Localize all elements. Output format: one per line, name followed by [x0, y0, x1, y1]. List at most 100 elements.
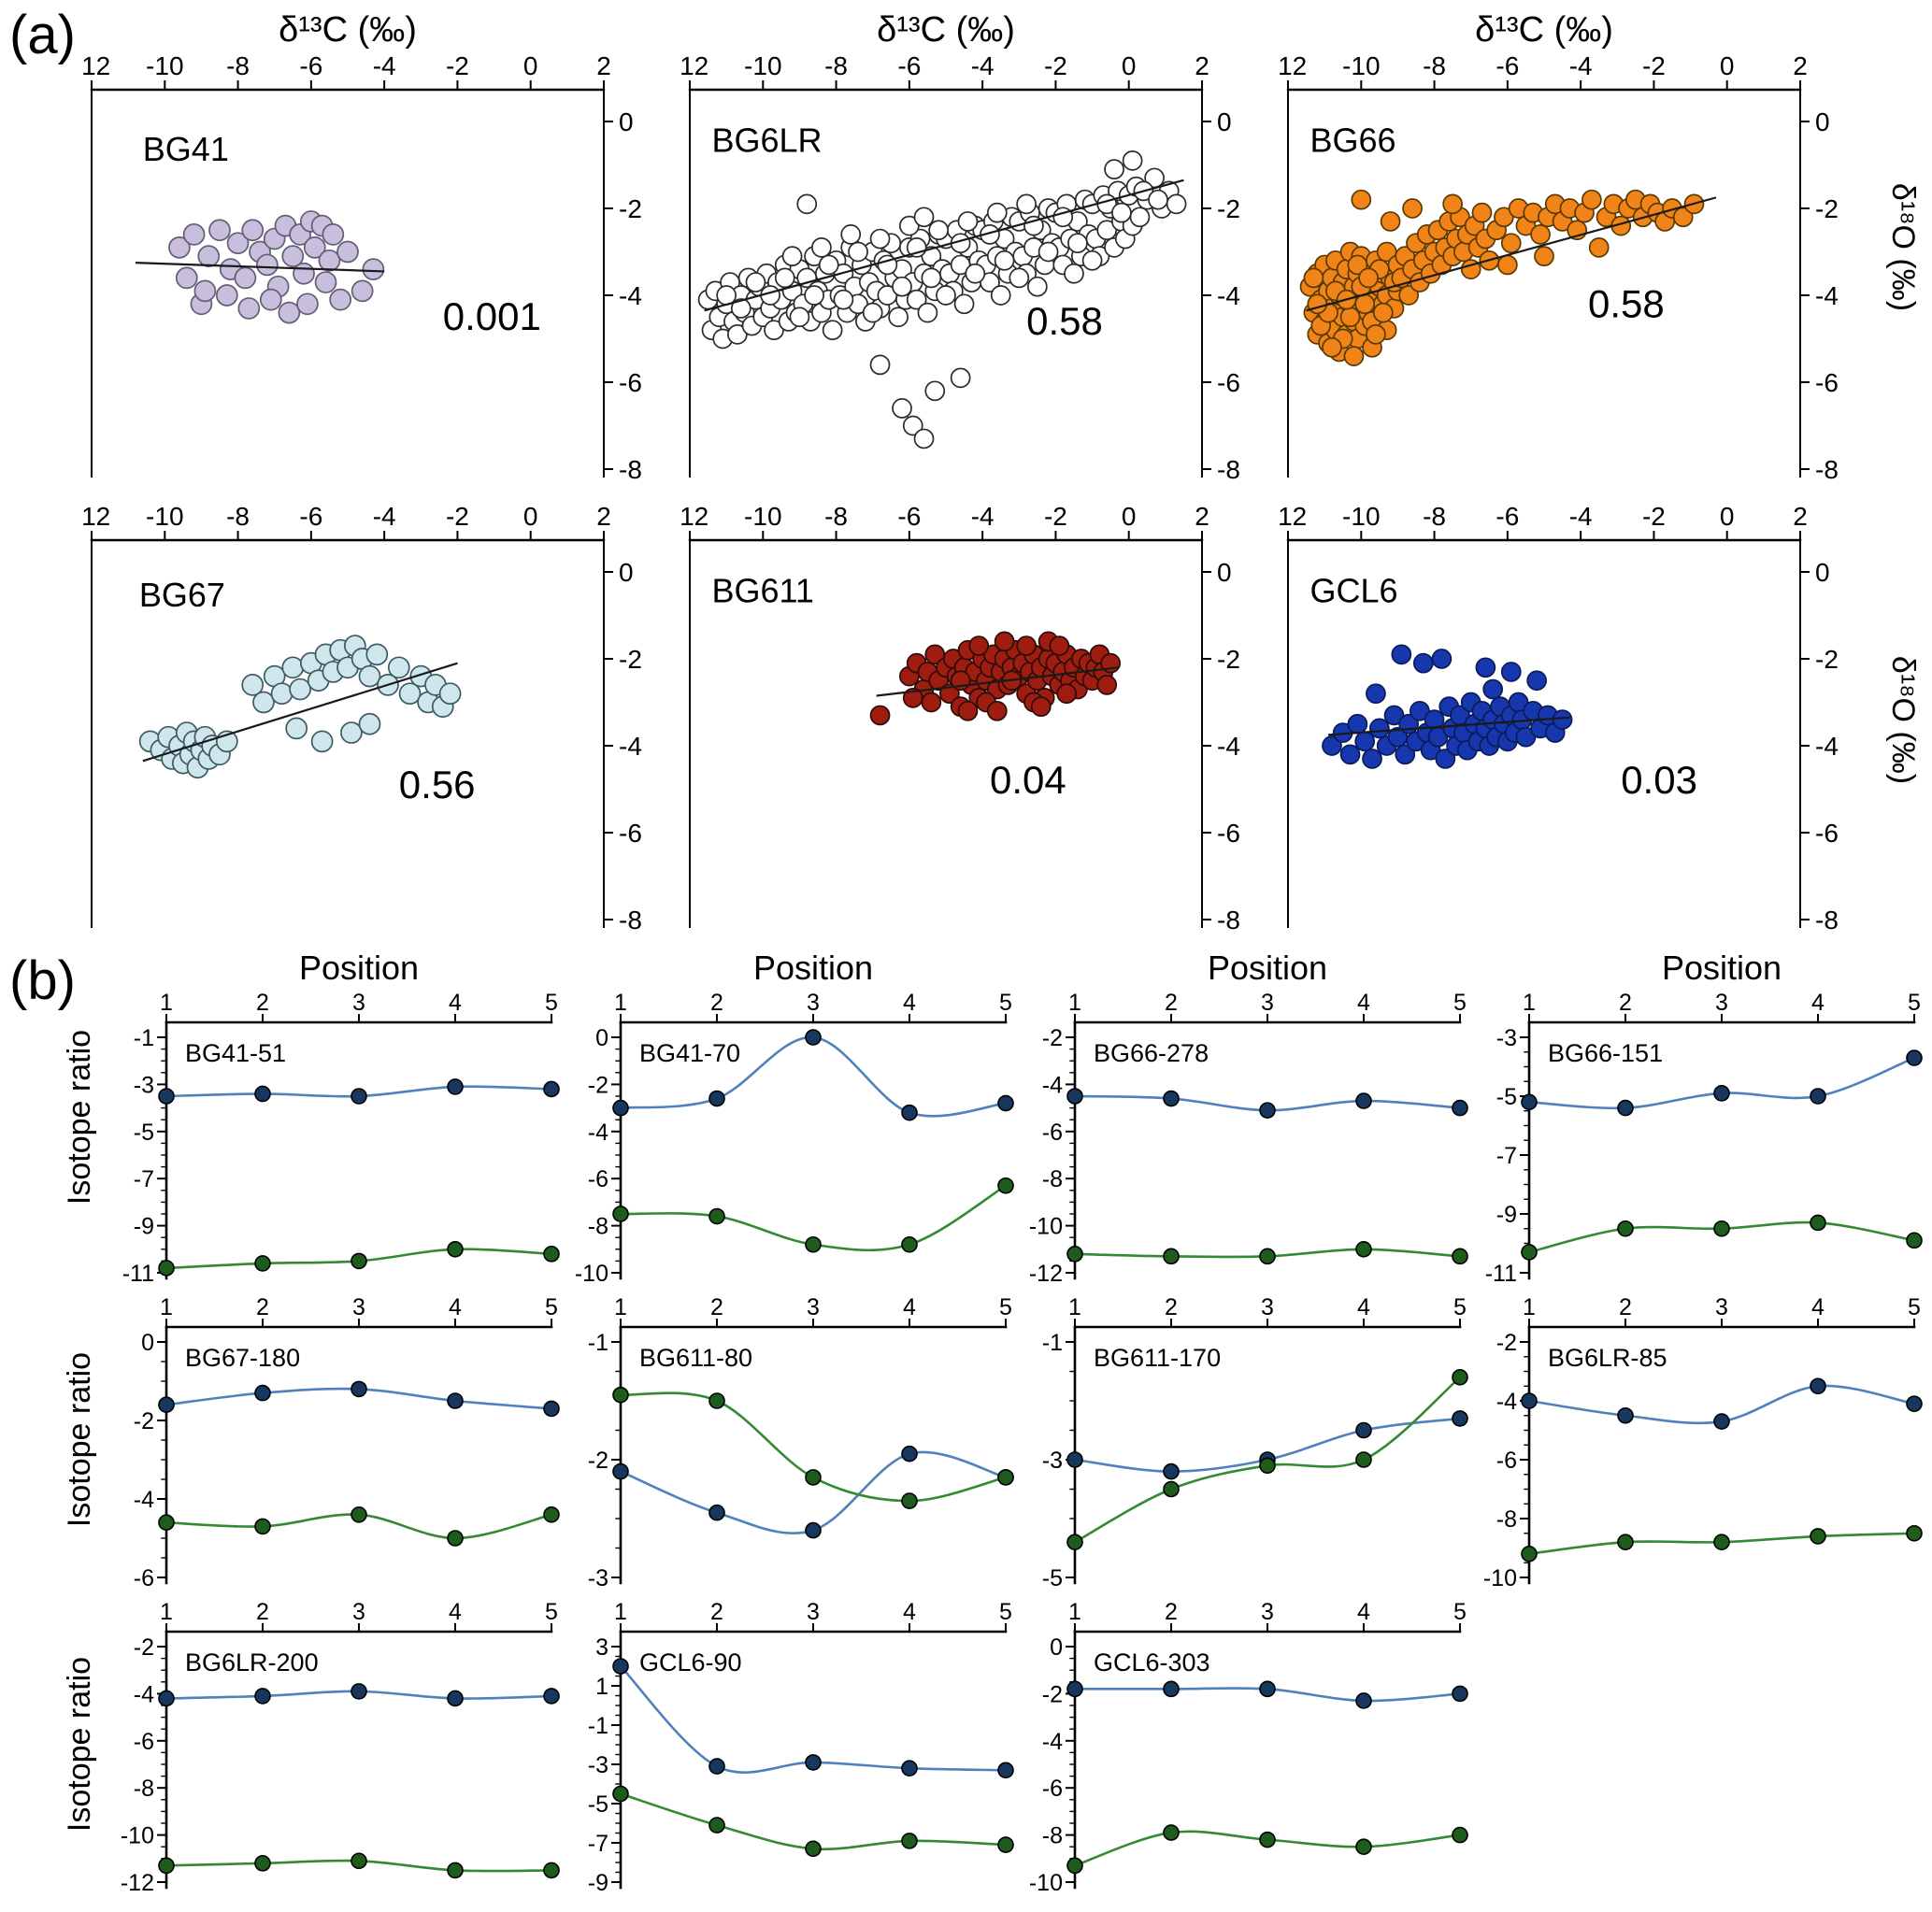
svg-text:5: 5 [999, 990, 1012, 1016]
svg-text:-10: -10 [1029, 1214, 1063, 1240]
svg-text:0: 0 [1050, 1634, 1063, 1661]
line-chart-bg66-278: Position 1 2 3 4 5 -2 -4 -6 -8 -10 -12 BG66-278 [1029, 949, 1468, 1284]
line-chart-gcl6-303: 1 2 3 4 5 0 -2 -4 -6 -8 -10 GCL6-303 [1029, 1599, 1468, 1893]
svg-text:-9: -9 [588, 1870, 608, 1893]
svg-text:-2: -2 [446, 51, 469, 80]
svg-text:-2: -2 [1642, 502, 1666, 531]
svg-text:-8: -8 [619, 906, 642, 935]
svg-text:BG611-80: BG611-80 [639, 1344, 752, 1372]
svg-text:-3: -3 [588, 1565, 608, 1589]
svg-text:-10: -10 [146, 502, 183, 531]
svg-text:4: 4 [449, 1294, 462, 1320]
svg-text:BG67-180: BG67-180 [185, 1344, 300, 1372]
svg-text:2: 2 [596, 51, 611, 80]
svg-text:-7: -7 [134, 1166, 154, 1192]
svg-text:-5: -5 [588, 1791, 608, 1818]
svg-text:BG67: BG67 [139, 576, 225, 614]
svg-text:BG611: BG611 [711, 572, 813, 610]
svg-text:-12: -12 [121, 1870, 154, 1893]
svg-text:-4: -4 [134, 1681, 154, 1707]
svg-text:-4: -4 [971, 51, 995, 80]
svg-text:0: 0 [523, 502, 538, 531]
svg-text:-2: -2 [1217, 645, 1240, 674]
svg-text:4: 4 [903, 990, 916, 1016]
svg-text:2: 2 [256, 1294, 269, 1320]
svg-text:2: 2 [1165, 1599, 1178, 1625]
svg-text:4: 4 [449, 1599, 462, 1625]
svg-text:Position: Position [1662, 949, 1782, 987]
line-chart-bg611-80: 1 2 3 4 5 -1 -2 -3 BG611-80 [588, 1294, 1014, 1589]
svg-text:1: 1 [160, 990, 173, 1016]
svg-text:-2: -2 [446, 502, 469, 531]
svg-text:-8: -8 [824, 502, 848, 531]
svg-text:-6: -6 [897, 502, 921, 531]
svg-text:δ¹³C (‰): δ¹³C (‰) [279, 10, 417, 50]
svg-text:2: 2 [1165, 990, 1178, 1016]
svg-text:-12: -12 [1277, 51, 1307, 80]
svg-text:2: 2 [1619, 1294, 1632, 1320]
svg-text:-3: -3 [134, 1072, 154, 1098]
svg-text:-6: -6 [1815, 368, 1839, 397]
svg-text:2: 2 [1793, 502, 1808, 531]
line-chart-bg41-70: Position 1 2 3 4 5 0 -2 -4 -6 -8 -10 BG41-70 [575, 949, 1014, 1284]
svg-text:-4: -4 [619, 281, 642, 310]
svg-text:3: 3 [352, 1599, 365, 1625]
svg-text:0.58: 0.58 [1026, 299, 1103, 343]
svg-text:1: 1 [595, 1674, 608, 1700]
svg-text:1: 1 [160, 1294, 173, 1320]
svg-text:-8: -8 [1815, 455, 1839, 484]
svg-text:5: 5 [1453, 990, 1467, 1016]
svg-text:GCL6: GCL6 [1309, 572, 1397, 610]
svg-text:3: 3 [1261, 990, 1274, 1016]
svg-text:-5: -5 [134, 1120, 154, 1146]
svg-text:-8: -8 [226, 51, 250, 80]
scatter-chart-bg6lr: δ¹³C (‰)-12-10-8-6-4-2020-2-4-6-8BG6LR0.… [679, 10, 1240, 484]
svg-text:-2: -2 [1642, 51, 1666, 80]
svg-text:-6: -6 [1815, 819, 1839, 848]
line-chart-bg41-51: Position 1 2 3 4 5 -1 -3 -5 -7 -9 -11 BG41-51 [122, 949, 560, 1284]
svg-text:-12: -12 [1277, 502, 1307, 531]
y-axis-title-isotope-row2: Isotope ratio [62, 1351, 98, 1527]
svg-text:-8: -8 [1217, 906, 1240, 935]
svg-text:-6: -6 [588, 1166, 608, 1192]
svg-text:-2: -2 [1815, 194, 1839, 223]
svg-text:-1: -1 [588, 1330, 608, 1356]
svg-text:-4: -4 [1496, 1389, 1517, 1415]
svg-text:4: 4 [1357, 990, 1370, 1016]
svg-text:-10: -10 [121, 1823, 154, 1849]
svg-text:5: 5 [999, 1294, 1012, 1320]
svg-text:4: 4 [1357, 1294, 1370, 1320]
svg-text:BG41-70: BG41-70 [639, 1039, 740, 1067]
svg-text:3: 3 [352, 1294, 365, 1320]
y-axis-title-d18o-row1: δ¹⁸O (‰) [1885, 182, 1922, 311]
y-axis-title-d18o-row2: δ¹⁸O (‰) [1885, 655, 1922, 784]
svg-text:-2: -2 [1042, 1681, 1063, 1707]
svg-text:3: 3 [595, 1634, 608, 1661]
svg-text:2: 2 [1195, 502, 1209, 531]
svg-text:δ¹³C (‰): δ¹³C (‰) [877, 10, 1015, 50]
svg-text:-2: -2 [619, 194, 642, 223]
svg-text:-4: -4 [1217, 732, 1240, 761]
svg-text:-8: -8 [1423, 502, 1446, 531]
empty-cell [1471, 1594, 1925, 1893]
svg-text:1: 1 [1068, 1294, 1081, 1320]
svg-text:-3: -3 [1496, 1025, 1517, 1051]
svg-text:-8: -8 [1423, 51, 1446, 80]
line-chart-bg66-151: Position 1 2 3 4 5 -3 -5 -7 -9 -11 BG66-151 [1485, 949, 1923, 1284]
svg-text:5: 5 [545, 990, 558, 1016]
svg-text:-8: -8 [1042, 1823, 1063, 1849]
svg-text:BG6LR: BG6LR [711, 121, 822, 160]
svg-text:3: 3 [1261, 1294, 1274, 1320]
svg-text:0: 0 [619, 558, 634, 587]
svg-text:-4: -4 [1569, 502, 1593, 531]
svg-text:0.03: 0.03 [1621, 758, 1697, 802]
svg-text:3: 3 [1261, 1599, 1274, 1625]
svg-text:-8: -8 [1217, 455, 1240, 484]
svg-text:-9: -9 [134, 1214, 154, 1240]
line-chart-bg611-170: 1 2 3 4 5 -1 -3 -5 BG611-170 [1042, 1294, 1468, 1589]
svg-text:-10: -10 [146, 51, 183, 80]
